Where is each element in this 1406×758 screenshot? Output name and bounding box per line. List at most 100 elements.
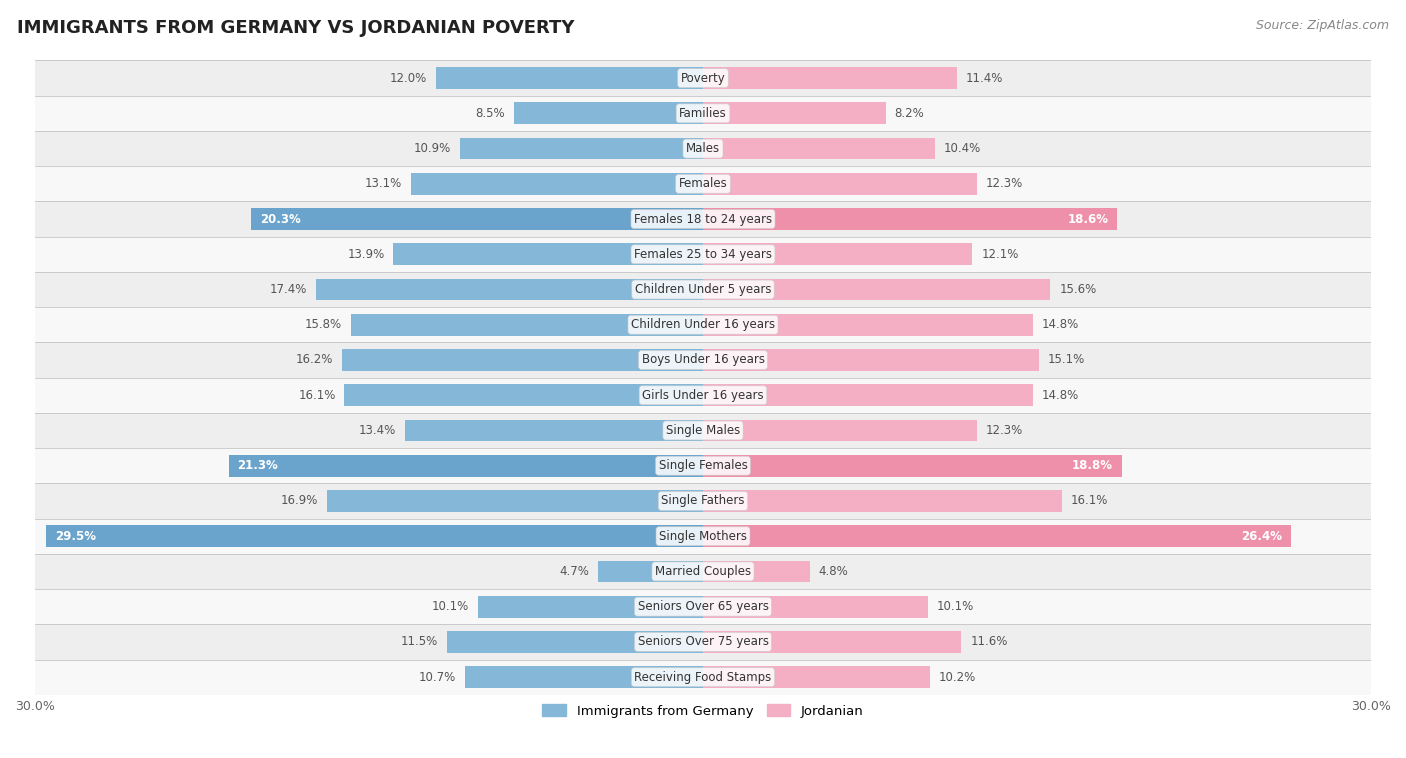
- Bar: [703, 525, 1291, 547]
- Bar: [703, 173, 977, 195]
- Bar: [436, 67, 703, 89]
- Text: 13.4%: 13.4%: [359, 424, 395, 437]
- Legend: Immigrants from Germany, Jordanian: Immigrants from Germany, Jordanian: [537, 699, 869, 723]
- Bar: [465, 666, 703, 688]
- Bar: [447, 631, 703, 653]
- Bar: [326, 490, 703, 512]
- Text: 14.8%: 14.8%: [1042, 389, 1078, 402]
- Bar: [35, 484, 1371, 518]
- Bar: [35, 659, 1371, 695]
- Bar: [35, 625, 1371, 659]
- Bar: [703, 243, 973, 265]
- Bar: [250, 208, 703, 230]
- Text: 15.6%: 15.6%: [1059, 283, 1097, 296]
- Text: 18.6%: 18.6%: [1067, 212, 1108, 226]
- Bar: [35, 236, 1371, 272]
- Bar: [460, 138, 703, 159]
- Bar: [394, 243, 703, 265]
- Bar: [703, 666, 931, 688]
- Text: Receiving Food Stamps: Receiving Food Stamps: [634, 671, 772, 684]
- Text: 10.1%: 10.1%: [432, 600, 470, 613]
- Text: 10.4%: 10.4%: [943, 142, 981, 155]
- Bar: [703, 208, 1118, 230]
- Text: 10.9%: 10.9%: [415, 142, 451, 155]
- Text: Girls Under 16 years: Girls Under 16 years: [643, 389, 763, 402]
- Text: Families: Families: [679, 107, 727, 120]
- Text: 10.1%: 10.1%: [936, 600, 974, 613]
- Bar: [703, 596, 928, 618]
- Bar: [703, 279, 1050, 300]
- Text: 12.0%: 12.0%: [389, 71, 427, 85]
- Text: Children Under 5 years: Children Under 5 years: [634, 283, 772, 296]
- Bar: [35, 272, 1371, 307]
- Bar: [703, 349, 1039, 371]
- Bar: [229, 455, 703, 477]
- Text: 11.4%: 11.4%: [966, 71, 1002, 85]
- Bar: [35, 554, 1371, 589]
- Text: 10.7%: 10.7%: [419, 671, 456, 684]
- Text: 13.9%: 13.9%: [347, 248, 385, 261]
- Text: 13.1%: 13.1%: [366, 177, 402, 190]
- Bar: [315, 279, 703, 300]
- Text: 4.7%: 4.7%: [560, 565, 589, 578]
- Bar: [35, 448, 1371, 484]
- Text: 8.5%: 8.5%: [475, 107, 505, 120]
- Text: Boys Under 16 years: Boys Under 16 years: [641, 353, 765, 367]
- Text: 21.3%: 21.3%: [238, 459, 278, 472]
- Bar: [703, 384, 1032, 406]
- Bar: [599, 560, 703, 582]
- Bar: [703, 138, 935, 159]
- Bar: [35, 96, 1371, 131]
- Bar: [35, 61, 1371, 96]
- Bar: [412, 173, 703, 195]
- Text: Females 18 to 24 years: Females 18 to 24 years: [634, 212, 772, 226]
- Text: 11.5%: 11.5%: [401, 635, 439, 648]
- Bar: [703, 560, 810, 582]
- Bar: [344, 384, 703, 406]
- Text: Source: ZipAtlas.com: Source: ZipAtlas.com: [1256, 19, 1389, 32]
- Bar: [35, 202, 1371, 236]
- Bar: [352, 314, 703, 336]
- Text: Males: Males: [686, 142, 720, 155]
- Text: 8.2%: 8.2%: [894, 107, 924, 120]
- Bar: [35, 518, 1371, 554]
- Text: 18.8%: 18.8%: [1071, 459, 1112, 472]
- Text: 26.4%: 26.4%: [1241, 530, 1282, 543]
- Text: 14.8%: 14.8%: [1042, 318, 1078, 331]
- Bar: [703, 67, 957, 89]
- Text: 15.1%: 15.1%: [1047, 353, 1085, 367]
- Bar: [703, 490, 1062, 512]
- Bar: [35, 377, 1371, 413]
- Text: Poverty: Poverty: [681, 71, 725, 85]
- Bar: [478, 596, 703, 618]
- Text: 16.2%: 16.2%: [297, 353, 333, 367]
- Text: Single Mothers: Single Mothers: [659, 530, 747, 543]
- Text: 17.4%: 17.4%: [269, 283, 307, 296]
- Bar: [35, 589, 1371, 625]
- Bar: [405, 419, 703, 441]
- Bar: [703, 314, 1032, 336]
- Bar: [513, 102, 703, 124]
- Text: 11.6%: 11.6%: [970, 635, 1008, 648]
- Text: 12.1%: 12.1%: [981, 248, 1019, 261]
- Text: Single Males: Single Males: [666, 424, 740, 437]
- Bar: [46, 525, 703, 547]
- Bar: [35, 413, 1371, 448]
- Bar: [35, 343, 1371, 377]
- Bar: [35, 166, 1371, 202]
- Text: 20.3%: 20.3%: [260, 212, 301, 226]
- Text: 16.9%: 16.9%: [280, 494, 318, 507]
- Text: Seniors Over 65 years: Seniors Over 65 years: [637, 600, 769, 613]
- Text: Females: Females: [679, 177, 727, 190]
- Bar: [342, 349, 703, 371]
- Bar: [35, 307, 1371, 343]
- Text: Single Fathers: Single Fathers: [661, 494, 745, 507]
- Text: Single Females: Single Females: [658, 459, 748, 472]
- Text: 16.1%: 16.1%: [298, 389, 336, 402]
- Text: 29.5%: 29.5%: [55, 530, 96, 543]
- Bar: [703, 102, 886, 124]
- Text: IMMIGRANTS FROM GERMANY VS JORDANIAN POVERTY: IMMIGRANTS FROM GERMANY VS JORDANIAN POV…: [17, 19, 575, 37]
- Text: Seniors Over 75 years: Seniors Over 75 years: [637, 635, 769, 648]
- Text: 12.3%: 12.3%: [986, 424, 1024, 437]
- Text: 10.2%: 10.2%: [939, 671, 976, 684]
